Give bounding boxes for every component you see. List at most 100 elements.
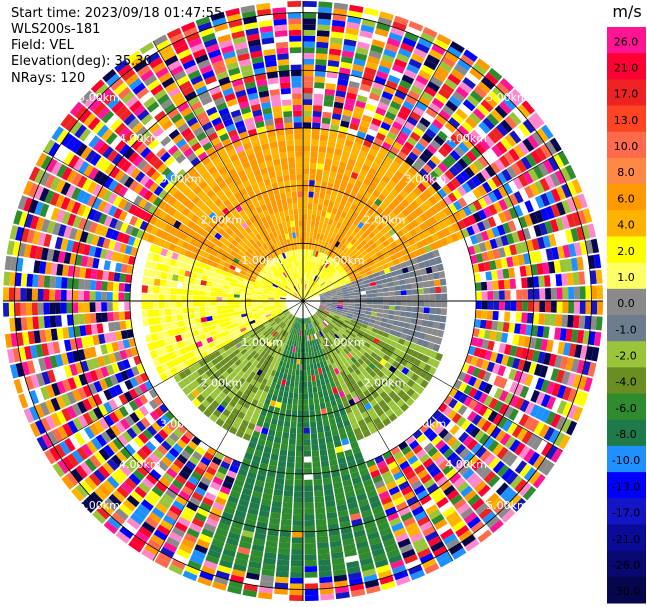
range-gate (303, 352, 307, 359)
range-gate (316, 209, 322, 217)
range-gate (304, 468, 313, 475)
range-gate (425, 174, 436, 185)
range-gate (282, 343, 287, 350)
range-gate (324, 430, 332, 438)
range-gate (266, 392, 273, 400)
range-gate (394, 305, 401, 311)
range-gate (342, 247, 350, 254)
range-gate (67, 377, 77, 390)
range-gate (354, 368, 362, 376)
range-gate (326, 249, 332, 256)
range-gate (262, 297, 269, 300)
range-gate (27, 259, 35, 273)
range-gate (307, 294, 313, 298)
range-gate (287, 344, 292, 352)
range-gate (251, 303, 258, 307)
range-gate (274, 316, 280, 322)
range-gate (34, 419, 46, 435)
range-gate (414, 196, 424, 206)
range-gate (451, 547, 467, 560)
range-gate (199, 311, 207, 318)
range-gate (513, 107, 527, 122)
range-gate (37, 302, 44, 315)
range-gate (441, 83, 455, 95)
range-gate (544, 313, 551, 326)
range-gate (252, 285, 260, 290)
range-gate (308, 398, 314, 405)
range-gate (92, 184, 103, 197)
range-gate (329, 311, 336, 315)
range-gate (292, 398, 298, 405)
range-gate (270, 453, 279, 461)
range-gate (103, 215, 113, 227)
range-gate (405, 204, 415, 214)
range-gate (61, 132, 74, 148)
range-gate (268, 349, 275, 356)
range-gate (227, 268, 235, 275)
range-gate (165, 280, 172, 288)
range-gate (283, 420, 291, 428)
range-gate (509, 311, 517, 322)
range-gate (449, 150, 461, 162)
range-gate (249, 319, 256, 325)
range-gate (433, 213, 443, 223)
range-gate (154, 246, 163, 255)
range-gate (522, 227, 532, 240)
range-gate (312, 232, 317, 239)
range-gate (466, 472, 479, 485)
range-gate (296, 445, 303, 451)
range-gate (584, 270, 591, 285)
range-gate (324, 269, 330, 276)
range-gate (280, 315, 286, 321)
range-gate (303, 202, 308, 209)
range-gate (293, 392, 299, 399)
range-gate (195, 446, 206, 456)
range-gate (343, 298, 350, 301)
range-gate (145, 440, 157, 452)
range-gate (158, 255, 166, 264)
range-gate (322, 360, 328, 367)
range-gate (55, 395, 66, 409)
range-gate (538, 275, 545, 288)
range-gate (388, 486, 400, 496)
range-gate (268, 335, 274, 342)
range-gate (237, 369, 245, 378)
range-gate (573, 301, 580, 314)
range-gate (239, 355, 246, 363)
range-gate (548, 261, 556, 274)
range-gate (422, 525, 436, 537)
range-gate (506, 233, 515, 245)
range-gate (326, 316, 333, 322)
range-gate (222, 548, 236, 558)
range-gate (292, 295, 298, 299)
range-gate (352, 283, 359, 288)
range-gate (557, 151, 570, 166)
range-gate (120, 370, 130, 381)
range-gate (258, 272, 265, 278)
range-gate (144, 494, 158, 507)
range-gate (354, 335, 362, 342)
range-gate (193, 335, 201, 343)
range-gate (306, 291, 310, 297)
range-gate (263, 446, 272, 454)
range-gate (164, 410, 175, 421)
range-gate (336, 451, 345, 459)
range-gate (290, 288, 295, 294)
range-gate (486, 361, 496, 373)
range-gate (318, 308, 325, 312)
range-gate (314, 283, 320, 289)
range-gate (394, 310, 401, 316)
range-gate (346, 92, 357, 101)
range-gate (365, 585, 381, 595)
range-gate (280, 297, 286, 300)
range-gate (380, 347, 388, 354)
range-gate (368, 194, 377, 203)
range-gate (122, 521, 137, 535)
range-gate (211, 237, 219, 245)
range-gate (97, 142, 110, 156)
range-gate (244, 260, 252, 267)
range-gate (370, 351, 378, 359)
range-gate (371, 235, 379, 243)
range-gate (311, 289, 317, 294)
range-gate (468, 399, 478, 410)
